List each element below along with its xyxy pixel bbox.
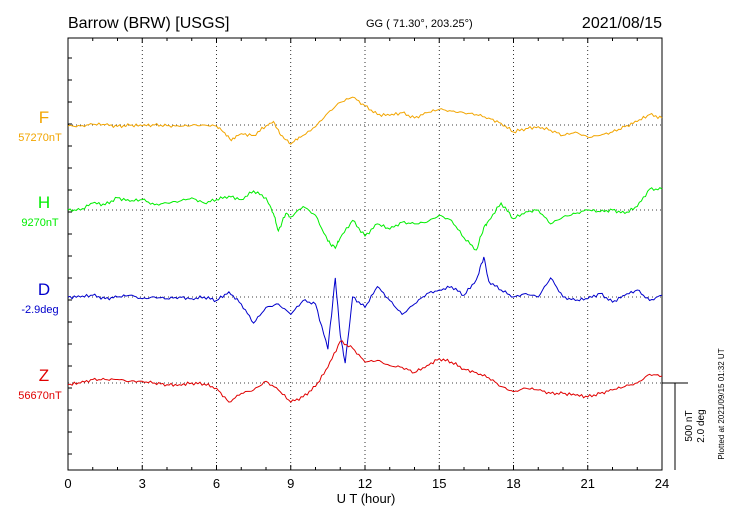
x-tick-label: 21 xyxy=(581,476,595,491)
series-name-z: Z xyxy=(39,366,49,385)
series-line-z xyxy=(67,340,663,403)
scale-bar-nt-label: 500 nT xyxy=(684,410,695,441)
x-axis: 0 3 6 9 12 15 18 21 24 xyxy=(64,38,669,491)
x-tick-label: 24 xyxy=(655,476,669,491)
chart-date: 2021/08/15 xyxy=(582,15,662,32)
x-axis-label: U T (hour) xyxy=(337,491,396,506)
series-baseline-label-f: 57270nT xyxy=(18,132,62,144)
series-line-h xyxy=(67,187,663,251)
scale-bar: 500 nT 2.0 deg xyxy=(662,382,707,470)
x-tick-label: 12 xyxy=(358,476,372,491)
station-coordinates: GG ( 71.30°, 203.25°) xyxy=(366,18,473,30)
station-title: Barrow (BRW) [USGS] xyxy=(68,15,230,32)
series-layer xyxy=(67,96,663,403)
x-tick-label: 18 xyxy=(506,476,520,491)
x-tick-label: 15 xyxy=(432,476,446,491)
series-name-d: D xyxy=(38,280,50,299)
x-tick-label: 3 xyxy=(139,476,146,491)
scale-bar-deg-label: 2.0 deg xyxy=(696,409,707,442)
grid-lines xyxy=(141,38,589,470)
series-baseline-label-z: 56670nT xyxy=(18,390,62,402)
x-tick-label: 0 xyxy=(64,476,71,491)
series-baseline-label-h: 9270nT xyxy=(21,217,59,229)
series-name-f: F xyxy=(39,108,49,127)
series-line-f xyxy=(67,96,663,145)
series-baseline-label-d: -2.9deg xyxy=(21,304,58,316)
series-name-h: H xyxy=(38,193,50,212)
series-labels: F 57270nT H 9270nT D -2.9deg Z 56670nT xyxy=(18,108,62,402)
plotted-note: Plotted at 2021/09/15 01:32 UT xyxy=(717,348,726,459)
x-tick-label: 6 xyxy=(213,476,220,491)
series-line-d xyxy=(67,256,663,364)
baseline-lines xyxy=(68,124,662,384)
x-tick-label: 9 xyxy=(287,476,294,491)
